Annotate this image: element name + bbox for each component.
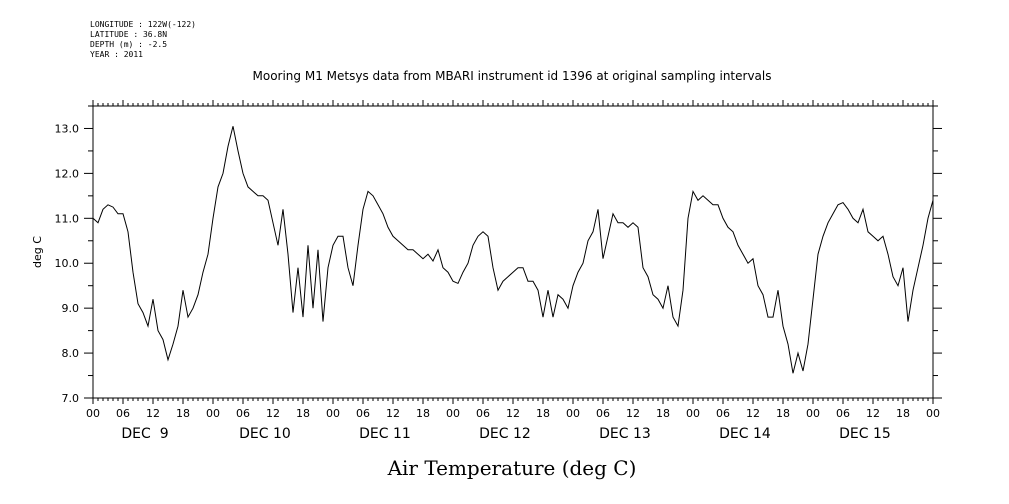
x-tick-label: 00 <box>566 407 580 420</box>
x-tick-label: 18 <box>416 407 430 420</box>
x-tick-labels: 00 06 12 18 00 06 12 18 00 06 12 18 00 06 12 18 00 06 12 18… <box>86 407 940 420</box>
x-tick-label: 06 <box>356 407 370 420</box>
y-tick-label: 7.0 <box>62 392 80 405</box>
x-tick-label: 12 <box>626 407 640 420</box>
day-label: DEC 12 <box>479 426 531 442</box>
x-tick-label: 00 <box>446 407 460 420</box>
x-tick-label: 18 <box>176 407 190 420</box>
x-tick-label: 12 <box>266 407 280 420</box>
day-label: DEC 13 <box>599 426 651 442</box>
y-tick-label: 13.0 <box>55 122 80 135</box>
x-tick-label: 06 <box>596 407 610 420</box>
x-tick-label: 06 <box>836 407 850 420</box>
y-tick-label: 9.0 <box>62 302 80 315</box>
x-tick-label: 12 <box>866 407 880 420</box>
chart-title: Mooring M1 Metsys data from MBARI instru… <box>253 69 772 83</box>
x-tick-label: 06 <box>716 407 730 420</box>
day-label: DEC 10 <box>239 426 291 442</box>
x-tick-label: 18 <box>296 407 310 420</box>
axis-ticks <box>84 100 942 404</box>
longitude-label: LONGITUDE : 122W(-122) <box>90 20 196 29</box>
x-tick-label: 18 <box>776 407 790 420</box>
station-metadata: LONGITUDE : 122W(-122) LATITUDE : 36.8N … <box>90 20 196 60</box>
x-tick-label: 00 <box>326 407 340 420</box>
latitude-label: LATITUDE : 36.8N <box>90 30 168 39</box>
x-tick-label: 12 <box>386 407 400 420</box>
day-label: DEC 11 <box>359 426 411 442</box>
x-tick-label: 18 <box>536 407 550 420</box>
day-label: DEC 9 <box>121 426 168 442</box>
x-tick-label: 00 <box>926 407 940 420</box>
x-axis-label: Air Temperature (deg C) <box>387 456 637 480</box>
x-tick-label: 18 <box>896 407 910 420</box>
y-tick-label: 10.0 <box>55 257 80 270</box>
x-tick-label: 06 <box>116 407 130 420</box>
y-tick-label: 8.0 <box>62 347 80 360</box>
year-label: YEAR : 2011 <box>90 50 143 59</box>
x-tick-label: 12 <box>506 407 520 420</box>
y-axis-label: deg C <box>31 236 44 268</box>
x-tick-label: 12 <box>146 407 160 420</box>
day-label: DEC 14 <box>719 426 771 442</box>
series-line <box>92 126 934 374</box>
day-label: DEC 15 <box>839 426 891 442</box>
y-tick-labels: 7.0 8.0 9.0 10.0 11.0 12.0 13.0 <box>55 122 80 405</box>
depth-label: DEPTH (m) : -2.5 <box>90 40 168 49</box>
plot-frame <box>92 105 934 399</box>
x-tick-label: 06 <box>476 407 490 420</box>
x-tick-label: 00 <box>86 407 100 420</box>
x-tick-label: 00 <box>686 407 700 420</box>
x-tick-label: 00 <box>206 407 220 420</box>
y-tick-label: 11.0 <box>55 212 80 225</box>
x-tick-label: 00 <box>806 407 820 420</box>
x-tick-label: 18 <box>656 407 670 420</box>
x-tick-label: 06 <box>236 407 250 420</box>
x-tick-label: 12 <box>746 407 760 420</box>
y-tick-label: 12.0 <box>55 167 80 180</box>
day-labels: DEC 9 DEC 10 DEC 11 DEC 12 DEC 13 DEC 14 DEC 1… <box>121 426 890 442</box>
